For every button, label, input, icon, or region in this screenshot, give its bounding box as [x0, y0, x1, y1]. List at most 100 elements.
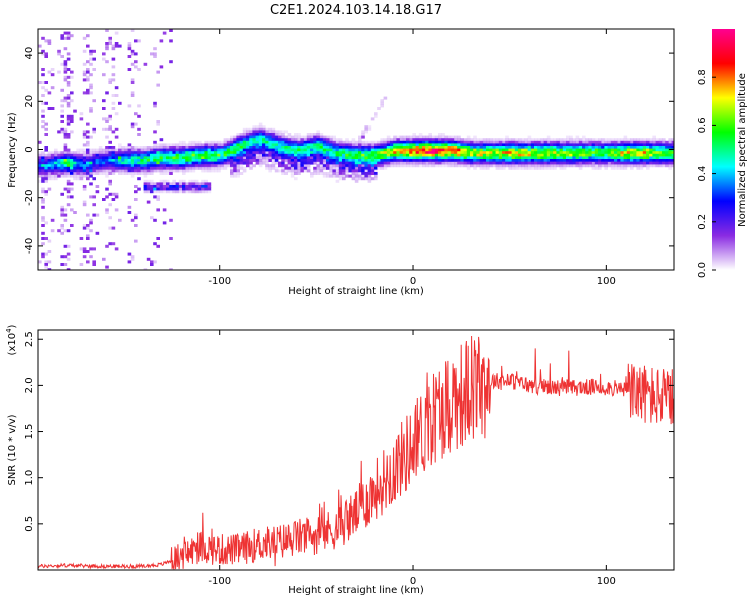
spectrogram-cell [377, 107, 381, 110]
spectrogram-cell [265, 161, 269, 165]
spectrogram-cell [153, 101, 157, 105]
spectrogram-cell [575, 140, 580, 144]
spectrogram-cell [47, 156, 52, 160]
spectrogram-cell [175, 161, 180, 165]
spectrogram-cell [98, 169, 103, 173]
spectrogram-cell [134, 65, 138, 69]
spectrogram-cell [534, 159, 538, 162]
spectrogram-cell [262, 156, 266, 160]
spectrogram-cell [95, 185, 100, 188]
spectrogram-cell [441, 161, 445, 165]
spectrogram-cell [82, 255, 87, 259]
spectrogram-cell [322, 135, 327, 139]
spectrogram-cell [559, 148, 564, 152]
spectrogram-cell [79, 169, 84, 173]
spectrogram-cell [390, 151, 394, 155]
spectrogram-cell [108, 216, 112, 220]
spectrogram-cell [95, 213, 100, 217]
spectrogram-cell [143, 151, 148, 155]
spectrogram-cell [534, 161, 538, 165]
spectrogram-cell [553, 151, 557, 155]
spectrogram-cell [271, 140, 276, 144]
spectrogram-cell [630, 164, 634, 168]
spectrogram-cell [553, 140, 557, 144]
spectrogram-cell [290, 166, 295, 170]
spectrogram-cell [105, 187, 109, 191]
spectrogram-cell [620, 138, 624, 142]
spectrogram-cell [582, 138, 586, 142]
spectrogram-cell [226, 151, 231, 155]
spectrogram-cell [511, 161, 516, 165]
spectrogram-cell [54, 169, 58, 173]
spectrogram-cell [530, 164, 535, 168]
spectrogram-cell [569, 151, 573, 155]
spectrogram-cell [159, 185, 164, 188]
spectrogram-cell [166, 143, 170, 147]
spectrogram-cell [178, 182, 183, 186]
spectrogram-cell [559, 146, 564, 149]
spectrogram-cell [422, 164, 426, 168]
spectrogram-cell [431, 164, 436, 168]
spectrogram-cell [63, 187, 68, 191]
spectrogram-cell [86, 161, 90, 165]
spectrogram-cell [284, 130, 288, 134]
spectrogram-cell [310, 135, 314, 139]
spectrogram-cell [194, 179, 199, 183]
spectrogram-cell [258, 156, 263, 160]
spectrogram-cell [338, 156, 343, 160]
spectrogram-cell [518, 151, 522, 155]
spectrogram-cell [348, 161, 352, 165]
spectrogram-cell [601, 140, 605, 144]
spectrogram-cell [524, 166, 528, 170]
spectrogram-cell [233, 172, 237, 175]
spectrogram-cell [377, 161, 381, 165]
spectrogram-cell [665, 153, 669, 157]
spectrogram-cell [588, 140, 592, 144]
spectrogram-cell [524, 140, 528, 144]
spectrogram-cell [124, 153, 128, 157]
spectrogram-cell [153, 146, 157, 149]
spectrogram-cell [332, 143, 336, 147]
spectrogram-cell [521, 138, 525, 142]
spectrogram-cell [610, 143, 615, 147]
spectrogram-frame [37, 28, 675, 271]
spectrogram-cell [390, 161, 394, 165]
spectrogram-cell [86, 140, 90, 144]
spectrogram-cell [326, 159, 330, 162]
spectrogram-cell [386, 148, 391, 152]
spectrogram-cell [143, 146, 148, 149]
spectrogram-cell [271, 161, 276, 165]
spectrogram-cell [54, 151, 58, 155]
spectrogram-cell [252, 143, 256, 147]
spectrogram-cell [633, 164, 637, 168]
spectrogram-cell [543, 159, 548, 162]
spectrogram-cell [473, 135, 477, 139]
spectrogram-cell [594, 156, 599, 160]
spectrogram-cell [383, 161, 388, 165]
spectrogram-cell [630, 146, 634, 149]
spectrogram-cell [470, 164, 474, 168]
spectrogram-cell [649, 153, 653, 157]
spectrogram-cell [623, 148, 628, 152]
spectrogram-cell [431, 161, 436, 165]
spectrogram-cell [281, 153, 285, 157]
spectrogram-cell [38, 151, 42, 155]
spectrogram-cell [438, 151, 442, 155]
spectrogram-cell [646, 166, 650, 170]
spectrogram-cell [60, 104, 64, 108]
spectrogram-cell [178, 169, 183, 173]
spectrogram-cell [358, 166, 362, 170]
spectrogram-cell [473, 151, 477, 155]
spectrogram-cell [476, 151, 480, 155]
spectrogram-cell [159, 39, 164, 43]
spectrogram-cell [566, 148, 570, 152]
spectrogram-cell [220, 166, 224, 170]
spectrogram-cell [434, 135, 439, 139]
spectrogram-cell [249, 127, 253, 131]
spectrogram-cell [434, 164, 439, 168]
spectrogram-cell [642, 153, 647, 157]
spectrogram-cell [550, 148, 554, 152]
spectrogram-cell [86, 130, 90, 134]
spectrogram-cell [82, 250, 87, 253]
